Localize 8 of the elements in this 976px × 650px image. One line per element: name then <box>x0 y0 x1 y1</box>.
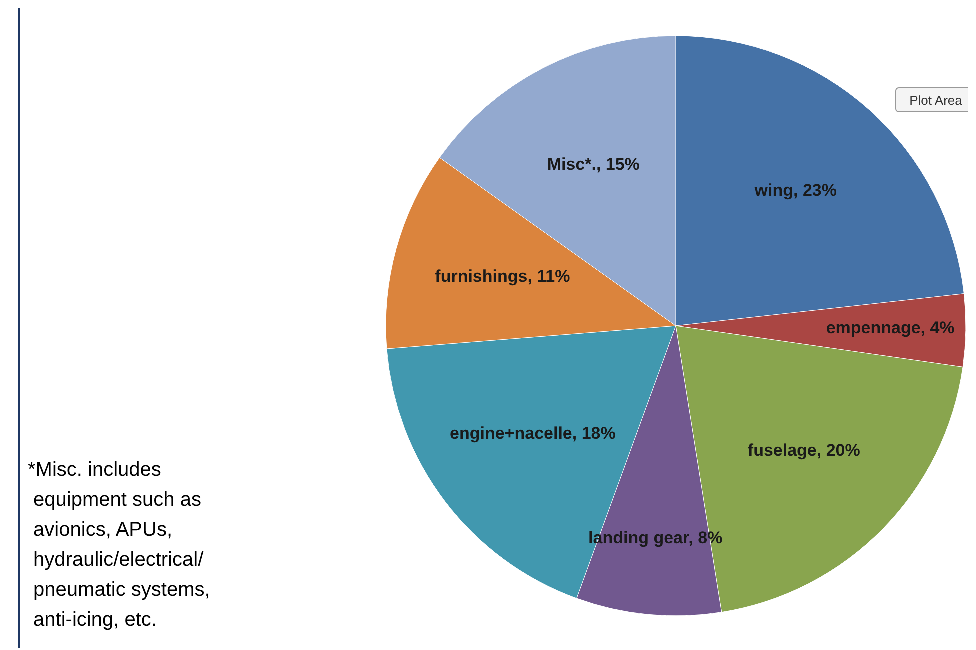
slice-label: engine+nacelle, 18% <box>450 424 616 444</box>
slice-label: empennage, 4% <box>826 318 955 338</box>
slice-label: wing, 23% <box>754 181 837 200</box>
text: *Misc. includes equipment such as avionics, APUs, hydraulic/electrical/ pneumatic systems, anti-icing, etc. <box>28 459 210 631</box>
slice-label: Misc*., 15% <box>547 156 640 175</box>
slice-label: furnishings, 11% <box>435 268 570 287</box>
text: Plot Area <box>910 93 964 108</box>
slice-label: fuselage, 20% <box>748 442 860 461</box>
